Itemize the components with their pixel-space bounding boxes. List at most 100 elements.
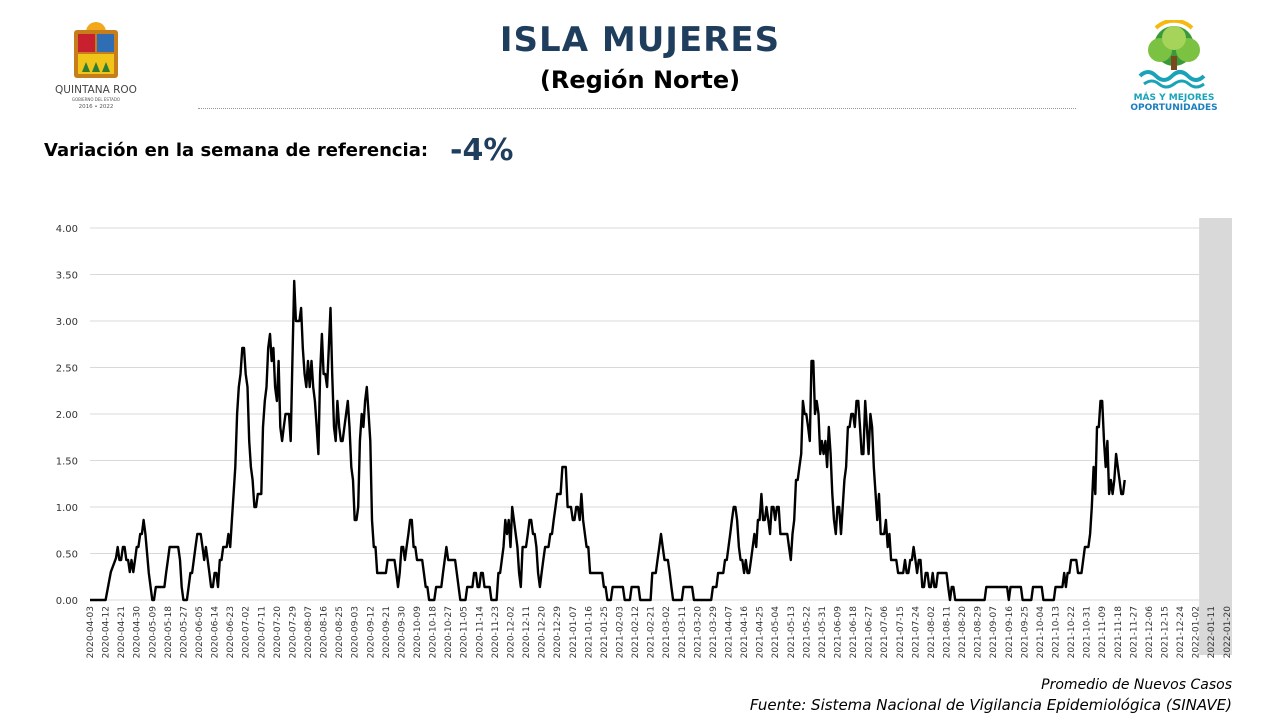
x-tick-label: 2021-05-13 [787, 606, 797, 658]
logo-right-text-2: OPORTUNIDADES [1130, 103, 1217, 112]
x-tick-label: 2020-05-09 [148, 606, 158, 659]
x-tick-label: 2020-12-11 [522, 606, 532, 658]
x-tick-label: 2020-11-14 [475, 606, 485, 659]
x-tick-label: 2020-07-29 [288, 606, 298, 659]
x-tick-label: 2021-03-02 [662, 606, 672, 658]
x-tick-label: 2020-09-30 [397, 606, 407, 659]
x-tick-label: 2021-01-25 [600, 606, 610, 658]
x-tick-label: 2020-09-03 [351, 606, 361, 658]
x-tick-label: 2020-11-05 [460, 606, 470, 658]
x-tick-label: 2021-12-06 [1145, 606, 1155, 659]
tree-logo-icon: MÁS Y MEJORES OPORTUNIDADES [1130, 18, 1218, 113]
y-tick-label: 2.50 [56, 364, 78, 375]
x-tick-label: 2021-11-18 [1114, 606, 1124, 659]
y-tick-label: 0.00 [56, 596, 78, 607]
x-tick-label: 2021-06-09 [833, 606, 843, 659]
x-tick-label: 2020-07-02 [242, 606, 252, 658]
y-tick-label: 3.00 [56, 317, 78, 328]
x-tick-label: 2020-12-29 [553, 606, 563, 659]
x-tick-label: 2021-05-04 [771, 606, 781, 659]
logo-right-text-1: MÁS Y MEJORES [1134, 91, 1215, 103]
x-tick-label: 2020-04-30 [133, 606, 143, 659]
series-layer [90, 279, 1126, 602]
highlight-band [1199, 218, 1232, 655]
x-tick-label: 2021-07-06 [880, 606, 890, 659]
logo-left-subtext: GOBIERNO DEL ESTADO [72, 97, 120, 102]
chart-caption: Promedio de Nuevos Casos [1041, 677, 1232, 693]
x-tick-label: 2021-10-31 [1083, 606, 1093, 658]
x-tick-label: 2020-08-16 [320, 606, 330, 659]
y-tick-label: 0.50 [56, 550, 78, 561]
x-tick-label: 2021-12-24 [1176, 606, 1186, 659]
x-tick-label: 2020-06-14 [211, 606, 221, 659]
x-tick-label: 2021-09-25 [1020, 606, 1030, 658]
x-tick-label: 2021-04-25 [756, 606, 766, 658]
x-tick-label: 2021-08-11 [943, 606, 953, 658]
page-subtitle: (Región Norte) [539, 66, 741, 94]
x-tick-label: 2020-04-12 [102, 606, 112, 658]
page-title: ISLA MUJERES [499, 20, 781, 60]
x-tick-label: 2020-05-18 [164, 606, 174, 659]
x-tick-label: 2020-04-03 [86, 606, 96, 658]
gridlines [90, 227, 1232, 601]
x-tick-label: 2020-05-27 [179, 606, 189, 658]
quintana-roo-logo: QUINTANA ROO GOBIERNO DEL ESTADO 2016 • … [40, 18, 152, 110]
x-tick-label: 2021-04-16 [740, 606, 750, 659]
x-tick-label: 2021-03-20 [693, 606, 703, 659]
variation-label: Variación en la semana de referencia: [44, 140, 429, 161]
x-tick-label: 2020-10-27 [444, 606, 454, 658]
x-tick-label: 2021-01-16 [584, 606, 594, 659]
oportunidades-logo: MÁS Y MEJORES OPORTUNIDADES [1126, 18, 1236, 113]
x-tick-label: 2021-02-21 [647, 606, 657, 658]
x-tick-label: 2021-01-07 [569, 606, 579, 658]
x-tick-label: 2022-01-11 [1207, 606, 1217, 658]
x-tick-label: 2021-06-27 [865, 606, 875, 658]
x-tick-label: 2021-09-16 [1005, 606, 1015, 659]
header-divider [198, 108, 1076, 109]
series-line [90, 279, 1126, 602]
x-tick-label: 2021-02-03 [615, 606, 625, 658]
variation-value: -4% [450, 133, 514, 168]
x-tick-label: 2021-12-15 [1161, 606, 1171, 658]
x-tick-label: 2020-07-20 [273, 606, 283, 659]
x-tick-label: 2020-09-21 [382, 606, 392, 658]
x-tick-label: 2021-05-31 [818, 606, 828, 658]
x-tick-label: 2020-06-05 [195, 606, 205, 658]
x-axis: 2020-04-03 2020-04-12 2020-04-21 2020-04-30… [86, 606, 1233, 659]
x-tick-label: 2021-03-29 [709, 606, 719, 659]
x-tick-label: 2021-03-11 [678, 606, 688, 658]
x-tick-label: 2021-05-22 [802, 606, 812, 658]
y-tick-label: 2.00 [56, 410, 78, 421]
x-tick-label: 2021-10-13 [1052, 606, 1062, 658]
x-tick-label: 2021-02-12 [631, 606, 641, 658]
x-tick-label: 2020-04-21 [117, 606, 127, 658]
x-tick-label: 2020-06-23 [226, 606, 236, 658]
x-tick-label: 2022-01-02 [1192, 606, 1202, 658]
x-tick-label: 2021-07-15 [896, 606, 906, 658]
x-tick-label: 2020-08-25 [335, 606, 345, 658]
x-tick-label: 2021-04-07 [724, 606, 734, 658]
x-tick-label: 2021-08-20 [958, 606, 968, 659]
x-tick-label: 2021-09-07 [989, 606, 999, 658]
x-tick-label: 2020-12-02 [506, 606, 516, 658]
y-tick-label: 1.50 [56, 457, 78, 468]
x-tick-label: 2020-09-12 [366, 606, 376, 658]
x-tick-label: 2020-10-18 [429, 606, 439, 659]
x-tick-label: 2020-11-23 [491, 606, 501, 658]
logo-left-text: QUINTANA ROO [55, 84, 137, 96]
x-tick-label: 2020-12-20 [538, 606, 548, 659]
x-tick-label: 2022-01-20 [1223, 606, 1233, 659]
x-tick-label: 2021-10-22 [1067, 606, 1077, 658]
logo-left-years: 2016 • 2022 [79, 104, 114, 110]
x-tick-label: 2021-10-04 [1036, 606, 1046, 659]
y-tick-label: 1.00 [56, 503, 78, 514]
y-tick-label: 3.50 [56, 271, 78, 282]
x-tick-label: 2021-06-18 [849, 606, 859, 659]
x-tick-label: 2020-07-11 [257, 606, 267, 658]
source-note: Fuente: Sistema Nacional de Vigilancia E… [749, 696, 1232, 714]
x-tick-label: 2021-08-29 [974, 606, 984, 659]
y-tick-label: 4.00 [56, 224, 78, 235]
coat-of-arms-icon: QUINTANA ROO GOBIERNO DEL ESTADO 2016 • … [55, 22, 137, 110]
highlight-band-layer [1199, 218, 1232, 655]
